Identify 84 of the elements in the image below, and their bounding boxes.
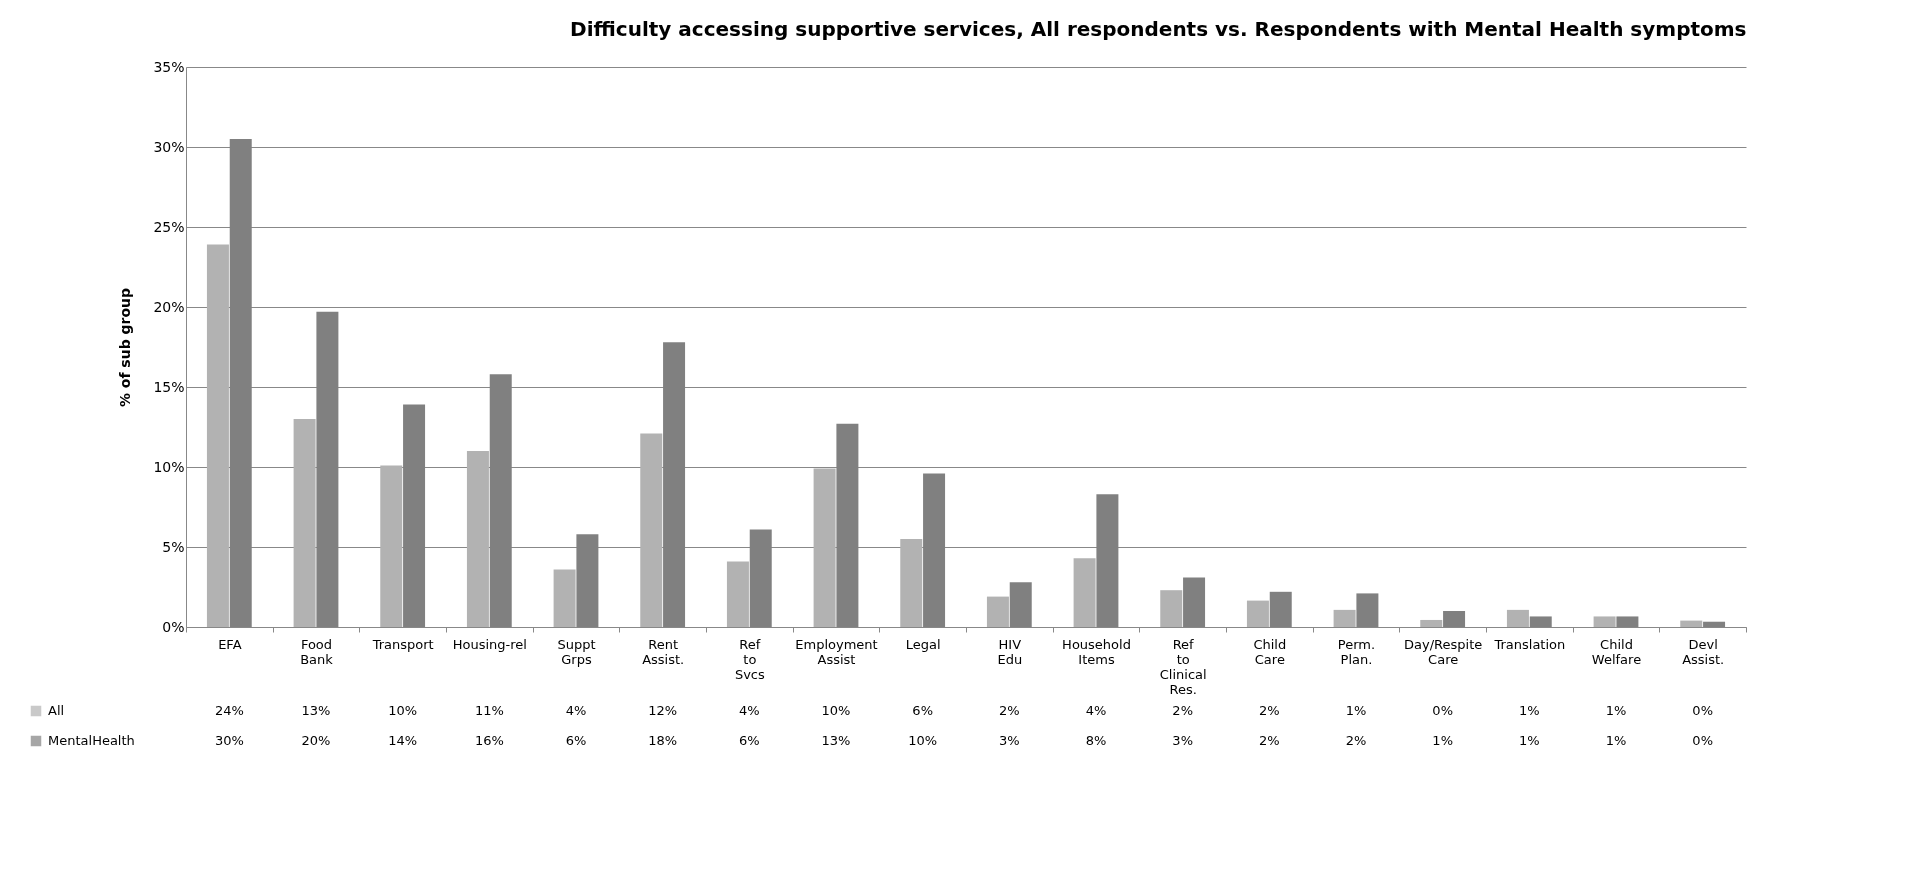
x-tick-label: Household Items (1062, 636, 1131, 667)
bar (380, 465, 403, 627)
chart-title: Difficulty accessing supportive services, All respondents vs. Respondents with Mental Health symptoms (570, 17, 1747, 41)
data-label: 10% (908, 733, 938, 748)
data-label: 1% (1432, 733, 1453, 748)
data-label: 16% (474, 733, 504, 748)
data-label: 3% (999, 733, 1020, 748)
bar (640, 433, 663, 627)
x-tick-label: Employment Assist (795, 636, 878, 667)
data-label: 4% (739, 703, 760, 718)
legend-label: MentalHealth (48, 733, 135, 748)
bar (1593, 616, 1616, 627)
data-label: 13% (821, 733, 851, 748)
data-label: 2% (1259, 703, 1280, 718)
data-label: 24% (214, 703, 244, 718)
bar (1333, 609, 1356, 627)
data-label: 2% (999, 703, 1020, 718)
x-tick-label: Child Welfare (1591, 636, 1642, 667)
bar (1073, 558, 1096, 627)
x-tick-label: Housing-rel (452, 636, 527, 652)
y-tick-label: 25% (153, 218, 185, 235)
data-label: 1% (1345, 703, 1367, 718)
data-label: 4% (565, 703, 587, 718)
x-tick-label: Suppt Grps (557, 636, 596, 667)
data-label: 1% (1605, 703, 1627, 718)
y-tick-label: 5% (162, 538, 185, 555)
data-label: 18% (648, 733, 678, 748)
x-tick-label: Ref to Svcs (734, 636, 765, 682)
y-tick-label: 35% (153, 58, 185, 75)
data-label: 1% (1519, 703, 1540, 718)
data-label: 2% (1345, 733, 1367, 748)
x-tick-label: Legal (905, 636, 941, 652)
data-label: 4% (1085, 703, 1107, 718)
data-label: 12% (648, 703, 678, 718)
data-label: 2% (1259, 733, 1280, 748)
data-label: 6% (565, 733, 587, 748)
bar (986, 596, 1009, 627)
bar (206, 244, 229, 627)
y-tick-label: 20% (153, 298, 185, 315)
data-label: 14% (388, 733, 418, 748)
y-tick-label: 30% (153, 138, 185, 155)
legend-label: All (48, 703, 65, 718)
x-tick-label: EFA (218, 636, 242, 652)
bar (900, 539, 923, 627)
bar (1680, 620, 1703, 627)
data-label: 3% (1172, 733, 1193, 748)
data-label: 11% (474, 703, 504, 718)
x-tick-label: Translation (1493, 636, 1566, 652)
y-tick-label: 0% (162, 618, 185, 635)
x-tick-label: Day/Respite Care (1404, 636, 1483, 667)
y-tick-label: 10% (153, 458, 185, 475)
x-tick-label: Food Bank (300, 636, 334, 667)
data-label: 2% (1172, 703, 1193, 718)
bar (293, 419, 316, 627)
x-tick-label: Perm. Plan. (1337, 636, 1376, 667)
x-tick-label: HIV Edu (997, 636, 1023, 667)
bar (1506, 609, 1529, 627)
x-tick-label: Transport (371, 636, 434, 652)
bar (1420, 619, 1443, 627)
bar (466, 451, 489, 627)
data-label: 0% (1692, 703, 1713, 718)
data-label: 13% (301, 703, 331, 718)
data-label: 1% (1605, 733, 1627, 748)
data-label: 6% (739, 733, 760, 748)
data-label: 8% (1085, 733, 1107, 748)
data-label: 10% (388, 703, 418, 718)
x-tick-label: Rent Assist. (642, 636, 685, 667)
data-label: 6% (912, 703, 933, 718)
y-tick-label: 15% (153, 378, 185, 395)
data-label: 10% (821, 703, 851, 718)
y-axis-title: % of sub group (117, 287, 134, 408)
data-label: 0% (1432, 703, 1453, 718)
bar (1160, 590, 1183, 627)
data-label: 20% (301, 733, 331, 748)
x-tick-label: Devl Assist. (1682, 636, 1725, 667)
bar (553, 569, 576, 627)
x-tick-label: Child Care (1253, 636, 1287, 667)
data-label: 0% (1692, 733, 1713, 748)
bar (1246, 600, 1269, 627)
x-tick-label: Ref to Clinical Res. (1159, 636, 1207, 697)
data-label: 30% (214, 733, 244, 748)
data-label: 1% (1519, 733, 1540, 748)
bar (726, 561, 749, 627)
bar (813, 468, 836, 627)
